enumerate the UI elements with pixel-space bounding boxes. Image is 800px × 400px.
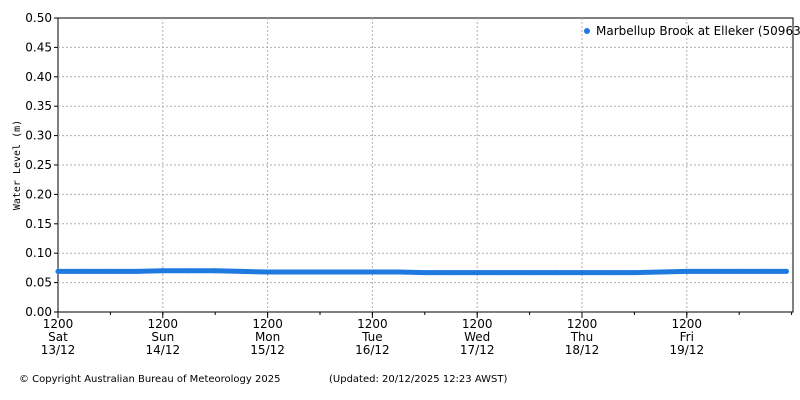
data-point [631, 270, 637, 276]
data-point [474, 270, 480, 276]
legend: Marbellup Brook at Elleker (509634) [584, 24, 800, 38]
x-axis: 1200Sat13/121200Sun14/121200Mon15/121200… [41, 312, 793, 357]
x-tick-date: 19/12 [670, 343, 705, 357]
x-tick-time: 1200 [462, 317, 493, 331]
x-tick-day: Wed [464, 330, 490, 344]
x-tick-time: 1200 [567, 317, 598, 331]
x-tick-time: 1200 [43, 317, 74, 331]
series-line [55, 268, 789, 276]
x-tick-day: Thu [570, 330, 594, 344]
data-point [684, 268, 690, 274]
data-point [658, 269, 664, 275]
x-tick-day: Fri [680, 330, 694, 344]
data-point [160, 268, 166, 274]
updated-timestamp: (Updated: 20/12/2025 12:23 AWST) [329, 374, 508, 385]
data-point [238, 268, 244, 274]
copyright-text: © Copyright Australian Bureau of Meteoro… [19, 374, 281, 385]
data-point [343, 269, 349, 275]
x-tick-date: 13/12 [41, 343, 76, 357]
y-tick-label: 0.50 [25, 11, 52, 25]
y-tick-label: 0.05 [25, 276, 52, 290]
data-point [422, 270, 428, 276]
y-tick-label: 0.20 [25, 187, 52, 201]
y-tick-label: 0.35 [25, 99, 52, 113]
data-point [134, 268, 140, 274]
y-axis-label: Water Level (m) [12, 120, 23, 210]
data-point [448, 270, 454, 276]
x-tick-date: 17/12 [460, 343, 495, 357]
y-tick-label: 0.15 [25, 217, 52, 231]
x-tick-date: 14/12 [146, 343, 181, 357]
x-tick-day: Mon [255, 330, 280, 344]
data-point [579, 270, 585, 276]
x-tick-time: 1200 [357, 317, 388, 331]
data-point [736, 268, 742, 274]
water-level-chart: 0.00 0.05 0.10 0.15 0.20 0.25 0.30 0.35 0.40 0.45… [12, 11, 800, 357]
x-tick-day: Tue [361, 330, 383, 344]
legend-marker [584, 28, 590, 34]
series-layer [55, 268, 789, 276]
data-point [396, 269, 402, 275]
data-point [553, 270, 559, 276]
x-tick-time: 1200 [148, 317, 179, 331]
y-tick-label: 0.30 [25, 129, 52, 143]
x-tick-day: Sun [151, 330, 174, 344]
data-point [265, 269, 271, 275]
y-tick-label: 0.25 [25, 158, 52, 172]
data-point [186, 268, 192, 274]
data-point [605, 270, 611, 276]
y-tick-label: 0.00 [25, 305, 52, 319]
y-tick-label: 0.40 [25, 70, 52, 84]
x-tick-time: 1200 [252, 317, 283, 331]
x-tick-day: Sat [48, 330, 68, 344]
legend-label: Marbellup Brook at Elleker (509634) [596, 24, 800, 38]
data-point [212, 268, 218, 274]
y-tick-label: 0.45 [25, 40, 52, 54]
data-point [55, 268, 61, 274]
x-tick-date: 18/12 [565, 343, 600, 357]
x-tick-time: 1200 [672, 317, 703, 331]
data-point [369, 269, 375, 275]
data-point [762, 268, 768, 274]
y-tick-label: 0.10 [25, 246, 52, 260]
data-point [710, 268, 716, 274]
grid-lines [58, 18, 793, 312]
data-point [783, 268, 789, 274]
data-point [500, 270, 506, 276]
x-tick-date: 15/12 [250, 343, 285, 357]
data-point [527, 270, 533, 276]
y-axis: 0.00 0.05 0.10 0.15 0.20 0.25 0.30 0.35 0.40 0.45… [25, 11, 58, 319]
data-point [291, 269, 297, 275]
data-point [107, 268, 113, 274]
data-point [317, 269, 323, 275]
data-point [81, 268, 87, 274]
x-tick-date: 16/12 [355, 343, 390, 357]
